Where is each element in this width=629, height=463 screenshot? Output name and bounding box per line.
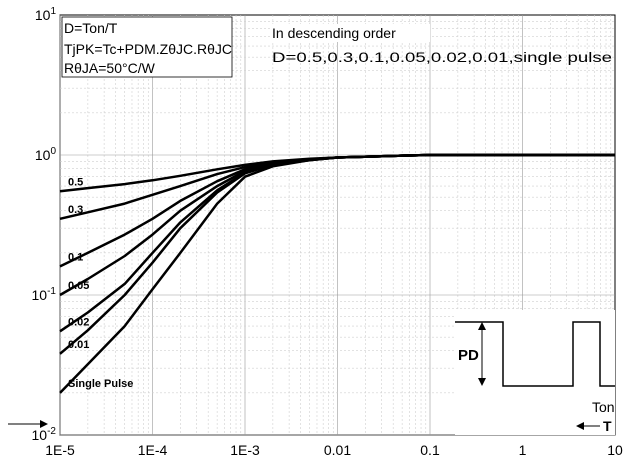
pd-label: PD: [458, 347, 479, 364]
order-list: D=0.5,0.3,0.1,0.05,0.02,0.01,single puls…: [272, 49, 612, 65]
pulse-inset: PD Ton T: [455, 310, 615, 435]
param-box: [61, 16, 233, 78]
tjpk-formula: TjPK=Tc+PDM.ZθJC.RθJC: [64, 41, 232, 57]
t-arrow-head: [576, 422, 584, 430]
series-label: 0.01: [68, 339, 89, 351]
x-tick-label: 1E-3: [230, 442, 260, 458]
series-line: [59, 153, 615, 394]
x-tick-label: 10: [607, 442, 623, 458]
t-label: T: [603, 418, 612, 434]
series-label: 0.1: [68, 251, 83, 263]
x-tick-label: 1: [519, 442, 527, 458]
y-tick-labels: 101 100 10-1 10-2: [32, 6, 57, 443]
y-tick-label: 10-1: [32, 286, 57, 303]
series-label: 0.05: [68, 280, 89, 292]
y-tick-label: 10-2: [32, 426, 57, 443]
ton-label: Ton: [592, 399, 615, 415]
y-tick-label: 100: [35, 146, 57, 163]
d-definition: D=Ton/T: [64, 20, 118, 36]
series-label: 0.3: [68, 204, 83, 216]
ton-arrow-head: [40, 420, 48, 428]
order-title: In descending order: [272, 25, 396, 41]
curves: [59, 153, 615, 394]
order-box: [270, 24, 430, 42]
x-tick-label: 1E-5: [45, 442, 75, 458]
y-tick-label: 101: [35, 6, 57, 23]
pulse-waveform: [455, 321, 615, 387]
grid: [59, 15, 615, 436]
pd-arrow-up: [478, 322, 486, 330]
series-label: 0.02: [68, 316, 89, 328]
pd-arrow-down: [478, 378, 486, 386]
x-tick-label: 1E-4: [138, 442, 168, 458]
rth-ja: RθJA=50°C/W: [64, 60, 156, 76]
series-label: 0.5: [68, 176, 83, 188]
x-tick-label: 0.01: [324, 442, 351, 458]
x-tick-label: 0.1: [420, 442, 440, 458]
x-tick-labels: 1E-5 1E-4 1E-3 0.01 0.1 1 10: [45, 442, 623, 458]
series-label: Single Pulse: [68, 378, 133, 390]
duty-labels: 0.5 0.3 0.1 0.05 0.02 0.01 Single Pulse: [68, 176, 133, 390]
